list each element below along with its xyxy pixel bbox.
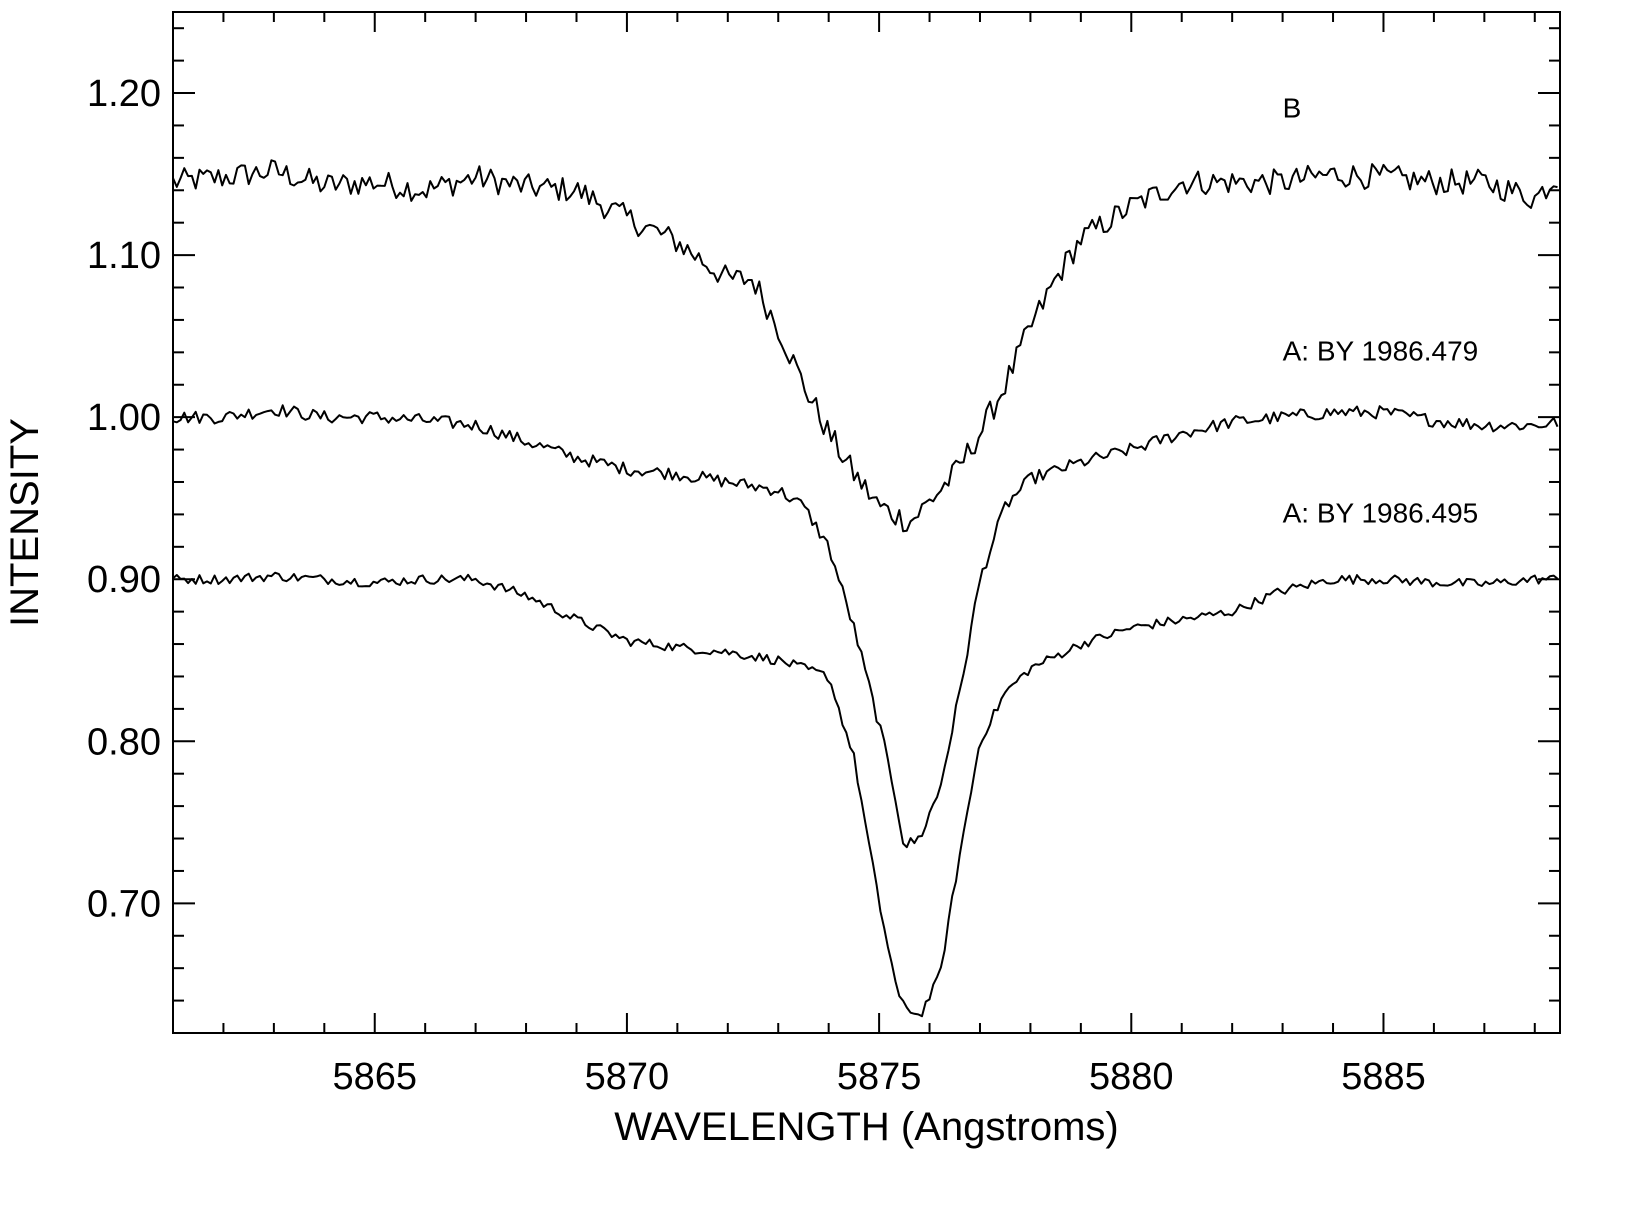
y-axis-title: INTENSITY bbox=[3, 418, 47, 627]
x-tick-label: 5865 bbox=[332, 1056, 417, 1098]
x-tick-label: 5885 bbox=[1341, 1056, 1426, 1098]
series-labels: B A: BY 1986.479 A: BY 1986.495 bbox=[1283, 92, 1479, 528]
series-label-0: B bbox=[1283, 92, 1302, 123]
series-line-0 bbox=[172, 159, 1558, 533]
axis-tick-labels: 5865 5870 5875 5880 5885 0.70 0.80 0.90 1.00 1.10… bbox=[87, 73, 1426, 1098]
series-line-1 bbox=[172, 404, 1559, 849]
series-line-2 bbox=[172, 571, 1559, 1018]
x-tick-label: 5880 bbox=[1089, 1056, 1174, 1098]
y-tick-label: 0.90 bbox=[87, 559, 161, 601]
y-tick-label: 0.80 bbox=[87, 721, 161, 763]
x-tick-label: 5870 bbox=[585, 1056, 670, 1098]
series-label-2: A: BY 1986.495 bbox=[1283, 498, 1479, 529]
y-tick-label: 1.20 bbox=[87, 73, 161, 115]
series-lines bbox=[172, 159, 1559, 1018]
plot-frame bbox=[172, 11, 1561, 1034]
x-axis-title: WAVELENGTH (Angstroms) bbox=[614, 1105, 1119, 1149]
y-tick-label: 1.10 bbox=[87, 235, 161, 277]
series-label-1: A: BY 1986.479 bbox=[1283, 335, 1479, 366]
y-tick-label: 0.70 bbox=[87, 883, 161, 925]
y-tick-label: 1.00 bbox=[87, 397, 161, 439]
x-tick-label: 5875 bbox=[837, 1056, 922, 1098]
